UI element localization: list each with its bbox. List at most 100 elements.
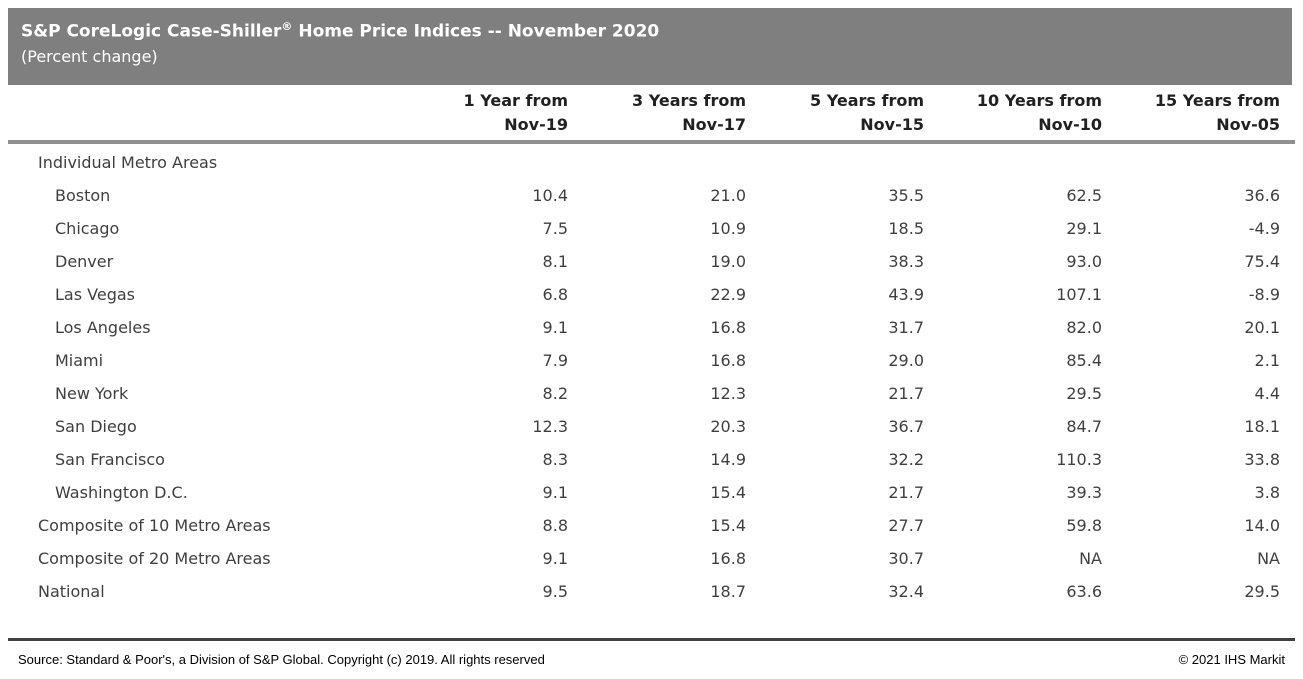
cell-value: 18.5: [888, 219, 924, 238]
cell-value: 21.7: [888, 384, 924, 403]
cell-value: 16.8: [710, 351, 746, 370]
table-row: San Diego 12.3 20.3 36.7 84.7 18.1: [8, 410, 1295, 443]
cell-value: 8.2: [542, 384, 568, 403]
column-header-line1: 10 Years from: [976, 91, 1102, 110]
row-label: Washington D.C.: [55, 483, 188, 502]
cell-value: 84.7: [1066, 417, 1102, 436]
cell-value: 7.9: [542, 351, 568, 370]
table-row: Individual Metro Areas: [8, 146, 1295, 179]
cell-value: 20.3: [710, 417, 746, 436]
cell-value: 22.9: [710, 285, 746, 304]
cell-value: 6.8: [542, 285, 568, 304]
cell-value: 110.3: [1056, 450, 1102, 469]
table-row: Washington D.C. 9.1 15.4 21.7 39.3 3.8: [8, 476, 1295, 509]
cell-value: NA: [1257, 549, 1280, 568]
column-header-line2: Nov-15: [860, 115, 924, 134]
cell-value: 32.4: [888, 582, 924, 601]
cell-value: 43.9: [888, 285, 924, 304]
cell-value: 12.3: [710, 384, 746, 403]
row-label: Chicago: [55, 219, 120, 238]
cell-value: 14.0: [1244, 516, 1280, 535]
table-row: Composite of 10 Metro Areas 8.8 15.4 27.7 59…: [8, 509, 1295, 542]
footer-copyright-text: © 2021 IHS Markit: [1178, 652, 1285, 667]
cell-value: 12.3: [532, 417, 568, 436]
cell-value: 16.8: [710, 318, 746, 337]
column-header-line1: 3 Years from: [632, 91, 746, 110]
cell-value: 29.5: [1244, 582, 1280, 601]
cell-value: 9.1: [542, 483, 568, 502]
footer-divider: [8, 638, 1295, 641]
cell-value: 35.5: [888, 186, 924, 205]
cell-value: 16.8: [710, 549, 746, 568]
cell-value: 38.3: [888, 252, 924, 271]
cell-value: -8.9: [1248, 285, 1280, 304]
column-header-line1: 5 Years from: [810, 91, 924, 110]
table-row: Miami 7.9 16.8 29.0 85.4 2.1: [8, 344, 1295, 377]
row-label: Boston: [55, 186, 111, 205]
cell-value: 39.3: [1066, 483, 1102, 502]
column-header: 5 Years from Nov-15: [746, 89, 924, 137]
cell-value: 21.7: [888, 483, 924, 502]
table-row: San Francisco 8.3 14.9 32.2 110.3 33.8: [8, 443, 1295, 476]
column-header-line1: 15 Years from: [1154, 91, 1280, 110]
column-header: 15 Years from Nov-05: [1102, 89, 1280, 137]
cell-value: 36.6: [1244, 186, 1280, 205]
cell-value: 32.2: [888, 450, 924, 469]
table-row: Denver 8.1 19.0 38.3 93.0 75.4: [8, 245, 1295, 278]
cell-value: 9.1: [542, 318, 568, 337]
cell-value: 27.7: [888, 516, 924, 535]
cell-value: 31.7: [888, 318, 924, 337]
cell-value: 33.8: [1244, 450, 1280, 469]
column-header-line2: Nov-10: [1038, 115, 1102, 134]
column-header: 10 Years from Nov-10: [924, 89, 1102, 137]
row-label: Composite of 10 Metro Areas: [38, 516, 271, 535]
header-spacer-cell: [8, 89, 390, 137]
cell-value: 19.0: [710, 252, 746, 271]
table-row: Chicago 7.5 10.9 18.5 29.1 -4.9: [8, 212, 1295, 245]
registered-trademark-symbol: ®: [281, 20, 293, 33]
cell-value: 7.5: [542, 219, 568, 238]
table-row: Boston 10.4 21.0 35.5 62.5 36.6: [8, 179, 1295, 212]
row-label: San Francisco: [55, 450, 165, 469]
cell-value: 4.4: [1254, 384, 1280, 403]
cell-value: 62.5: [1066, 186, 1102, 205]
row-label: Denver: [55, 252, 114, 271]
cell-value: 29.5: [1066, 384, 1102, 403]
cell-value: 30.7: [888, 549, 924, 568]
cell-value: 29.1: [1066, 219, 1102, 238]
cell-value: 15.4: [710, 516, 746, 535]
table-row: National 9.5 18.7 32.4 63.6 29.5: [8, 575, 1295, 608]
cell-value: 9.1: [542, 549, 568, 568]
cell-value: -4.9: [1248, 219, 1280, 238]
column-header-line2: Nov-05: [1216, 115, 1280, 134]
cell-value: 8.1: [542, 252, 568, 271]
cell-value: 21.0: [710, 186, 746, 205]
row-label: New York: [55, 384, 129, 403]
table-row: New York 8.2 12.3 21.7 29.5 4.4: [8, 377, 1295, 410]
cell-value: 82.0: [1066, 318, 1102, 337]
cell-value: 93.0: [1066, 252, 1102, 271]
column-header: 1 Year from Nov-19: [390, 89, 568, 137]
cell-value: 29.0: [888, 351, 924, 370]
cell-value: 18.7: [710, 582, 746, 601]
cell-value: 63.6: [1066, 582, 1102, 601]
cell-value: 3.8: [1254, 483, 1280, 502]
report-title-main: S&P CoreLogic Case-Shiller: [21, 21, 282, 42]
table-header-row: 1 Year from Nov-19 3 Years from Nov-17 5 Yea…: [8, 85, 1295, 144]
row-label: Las Vegas: [55, 285, 135, 304]
cell-value: 36.7: [888, 417, 924, 436]
cell-value: 75.4: [1244, 252, 1280, 271]
column-header-line1: 1 Year from: [463, 91, 568, 110]
report-title: S&P CoreLogic Case-Shiller® Home Price I…: [21, 20, 1292, 42]
table-row: Las Vegas 6.8 22.9 43.9 107.1 -8.9: [8, 278, 1295, 311]
cell-value: 10.4: [532, 186, 568, 205]
cell-value: 18.1: [1244, 417, 1280, 436]
report-subtitle: (Percent change): [21, 47, 158, 67]
column-header: 3 Years from Nov-17: [568, 89, 746, 137]
cell-value: 8.8: [542, 516, 568, 535]
row-label: Miami: [55, 351, 104, 370]
column-header-line2: Nov-17: [682, 115, 746, 134]
table-body: Individual Metro Areas Boston 10.4 21.0 35.5…: [8, 146, 1295, 608]
table-row: Los Angeles 9.1 16.8 31.7 82.0 20.1: [8, 311, 1295, 344]
